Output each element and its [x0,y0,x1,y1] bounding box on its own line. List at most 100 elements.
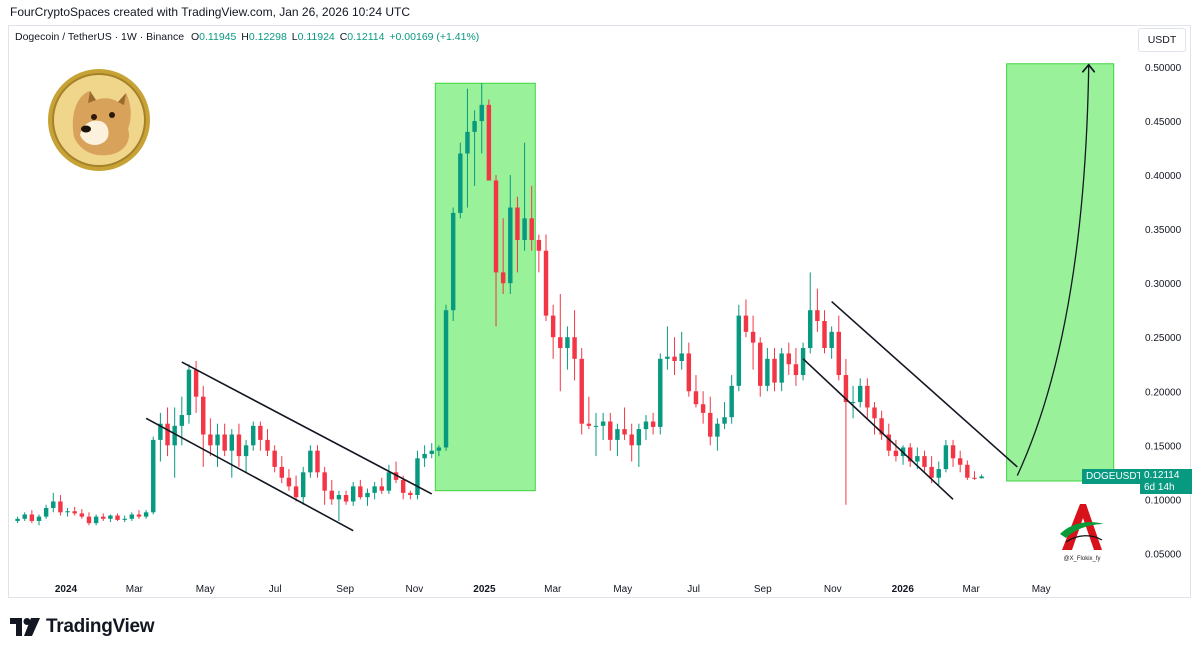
y-tick-label: 0.50000 [1145,63,1182,74]
candle [258,421,263,451]
candle [343,490,349,505]
trend-line-3[interactable] [802,358,954,500]
candle [450,207,456,322]
candle [550,304,556,359]
candle [165,407,170,457]
candle [615,423,620,457]
x-tick-label: Nov [405,584,423,595]
candle [665,326,670,370]
low-label: L [291,31,298,43]
x-tick-label: Jul [687,584,700,595]
candle [586,396,592,430]
candle [58,495,63,516]
candle [686,342,692,397]
projection-arrow[interactable] [1016,65,1088,476]
candle [765,348,770,392]
candle [508,175,513,294]
y-tick-label: 0.30000 [1145,279,1182,290]
candle [650,412,656,435]
candle [251,421,256,451]
candle [572,310,577,381]
candle [872,402,877,435]
watermark-logo: @X_Flokix_fy [1060,504,1104,562]
trend-line-0[interactable] [181,361,433,495]
candle [22,512,27,521]
candle [101,513,106,521]
candle [329,479,334,505]
candle [736,304,742,392]
candle [279,456,285,484]
candle [636,423,642,467]
symbol-price-tag: DOGEUSDT [1082,469,1147,485]
candle [479,83,484,154]
candle [336,490,342,521]
candle [850,385,856,419]
open-value: 0.11945 [199,31,237,43]
candle [629,423,634,462]
y-tick-label: 0.15000 [1145,441,1182,452]
candle [122,515,127,523]
candle [808,272,813,354]
candle [893,439,899,462]
tradingview-footer[interactable]: TradingView [10,615,155,639]
candle [229,429,235,478]
candle [715,418,720,451]
candle [822,310,827,354]
currency-unit-button[interactable]: USDT [1138,28,1186,52]
candle [372,482,377,500]
candle [658,353,663,435]
candle [486,99,492,181]
candle [429,443,434,459]
candle [86,512,92,526]
chart-frame [8,25,1191,598]
candle [322,466,327,505]
candle [43,504,49,519]
candle [965,460,970,480]
candle [379,477,384,494]
candle [350,482,356,506]
candle [172,407,177,478]
candle [272,445,277,473]
candle [443,304,449,451]
candle [108,514,113,523]
tradingview-brand: TradingView [46,616,155,637]
candle [500,218,506,294]
candle [415,450,420,500]
candle [779,348,784,392]
x-tick-label: May [1032,584,1051,595]
candle [936,461,941,486]
candle [529,185,534,251]
candle [151,436,156,515]
candle [493,175,499,327]
candle [700,391,706,424]
highlight-box-1[interactable] [1006,63,1115,482]
candle [458,142,463,219]
x-tick-label: Mar [126,584,144,595]
x-tick-label: Sep [754,584,772,595]
y-tick-label: 0.35000 [1145,225,1182,236]
highlight-box-0[interactable] [434,82,536,492]
candle [793,348,799,386]
y-tick-label: 0.25000 [1145,333,1182,344]
candle [865,378,870,419]
candle [743,299,749,338]
candle [515,196,520,273]
trend-line-2[interactable] [831,300,1018,468]
symbol-legend: Dogecoin / TetherUS · 1W · Binance O0.11… [15,31,481,43]
candle [29,510,35,524]
chart-attribution: FourCryptoSpaces created with TradingVie… [10,5,410,19]
candle [786,342,792,376]
candle [750,315,756,370]
candle [72,506,77,516]
candle [129,512,135,521]
candle [286,469,292,491]
candle [708,396,713,446]
watermark-handle: @X_Flokix_fy [1063,556,1100,562]
candle [201,385,206,467]
candle [729,375,734,424]
candle [215,423,220,467]
trend-line-1[interactable] [145,417,354,532]
candle [15,516,20,524]
doge-logo [48,69,150,171]
